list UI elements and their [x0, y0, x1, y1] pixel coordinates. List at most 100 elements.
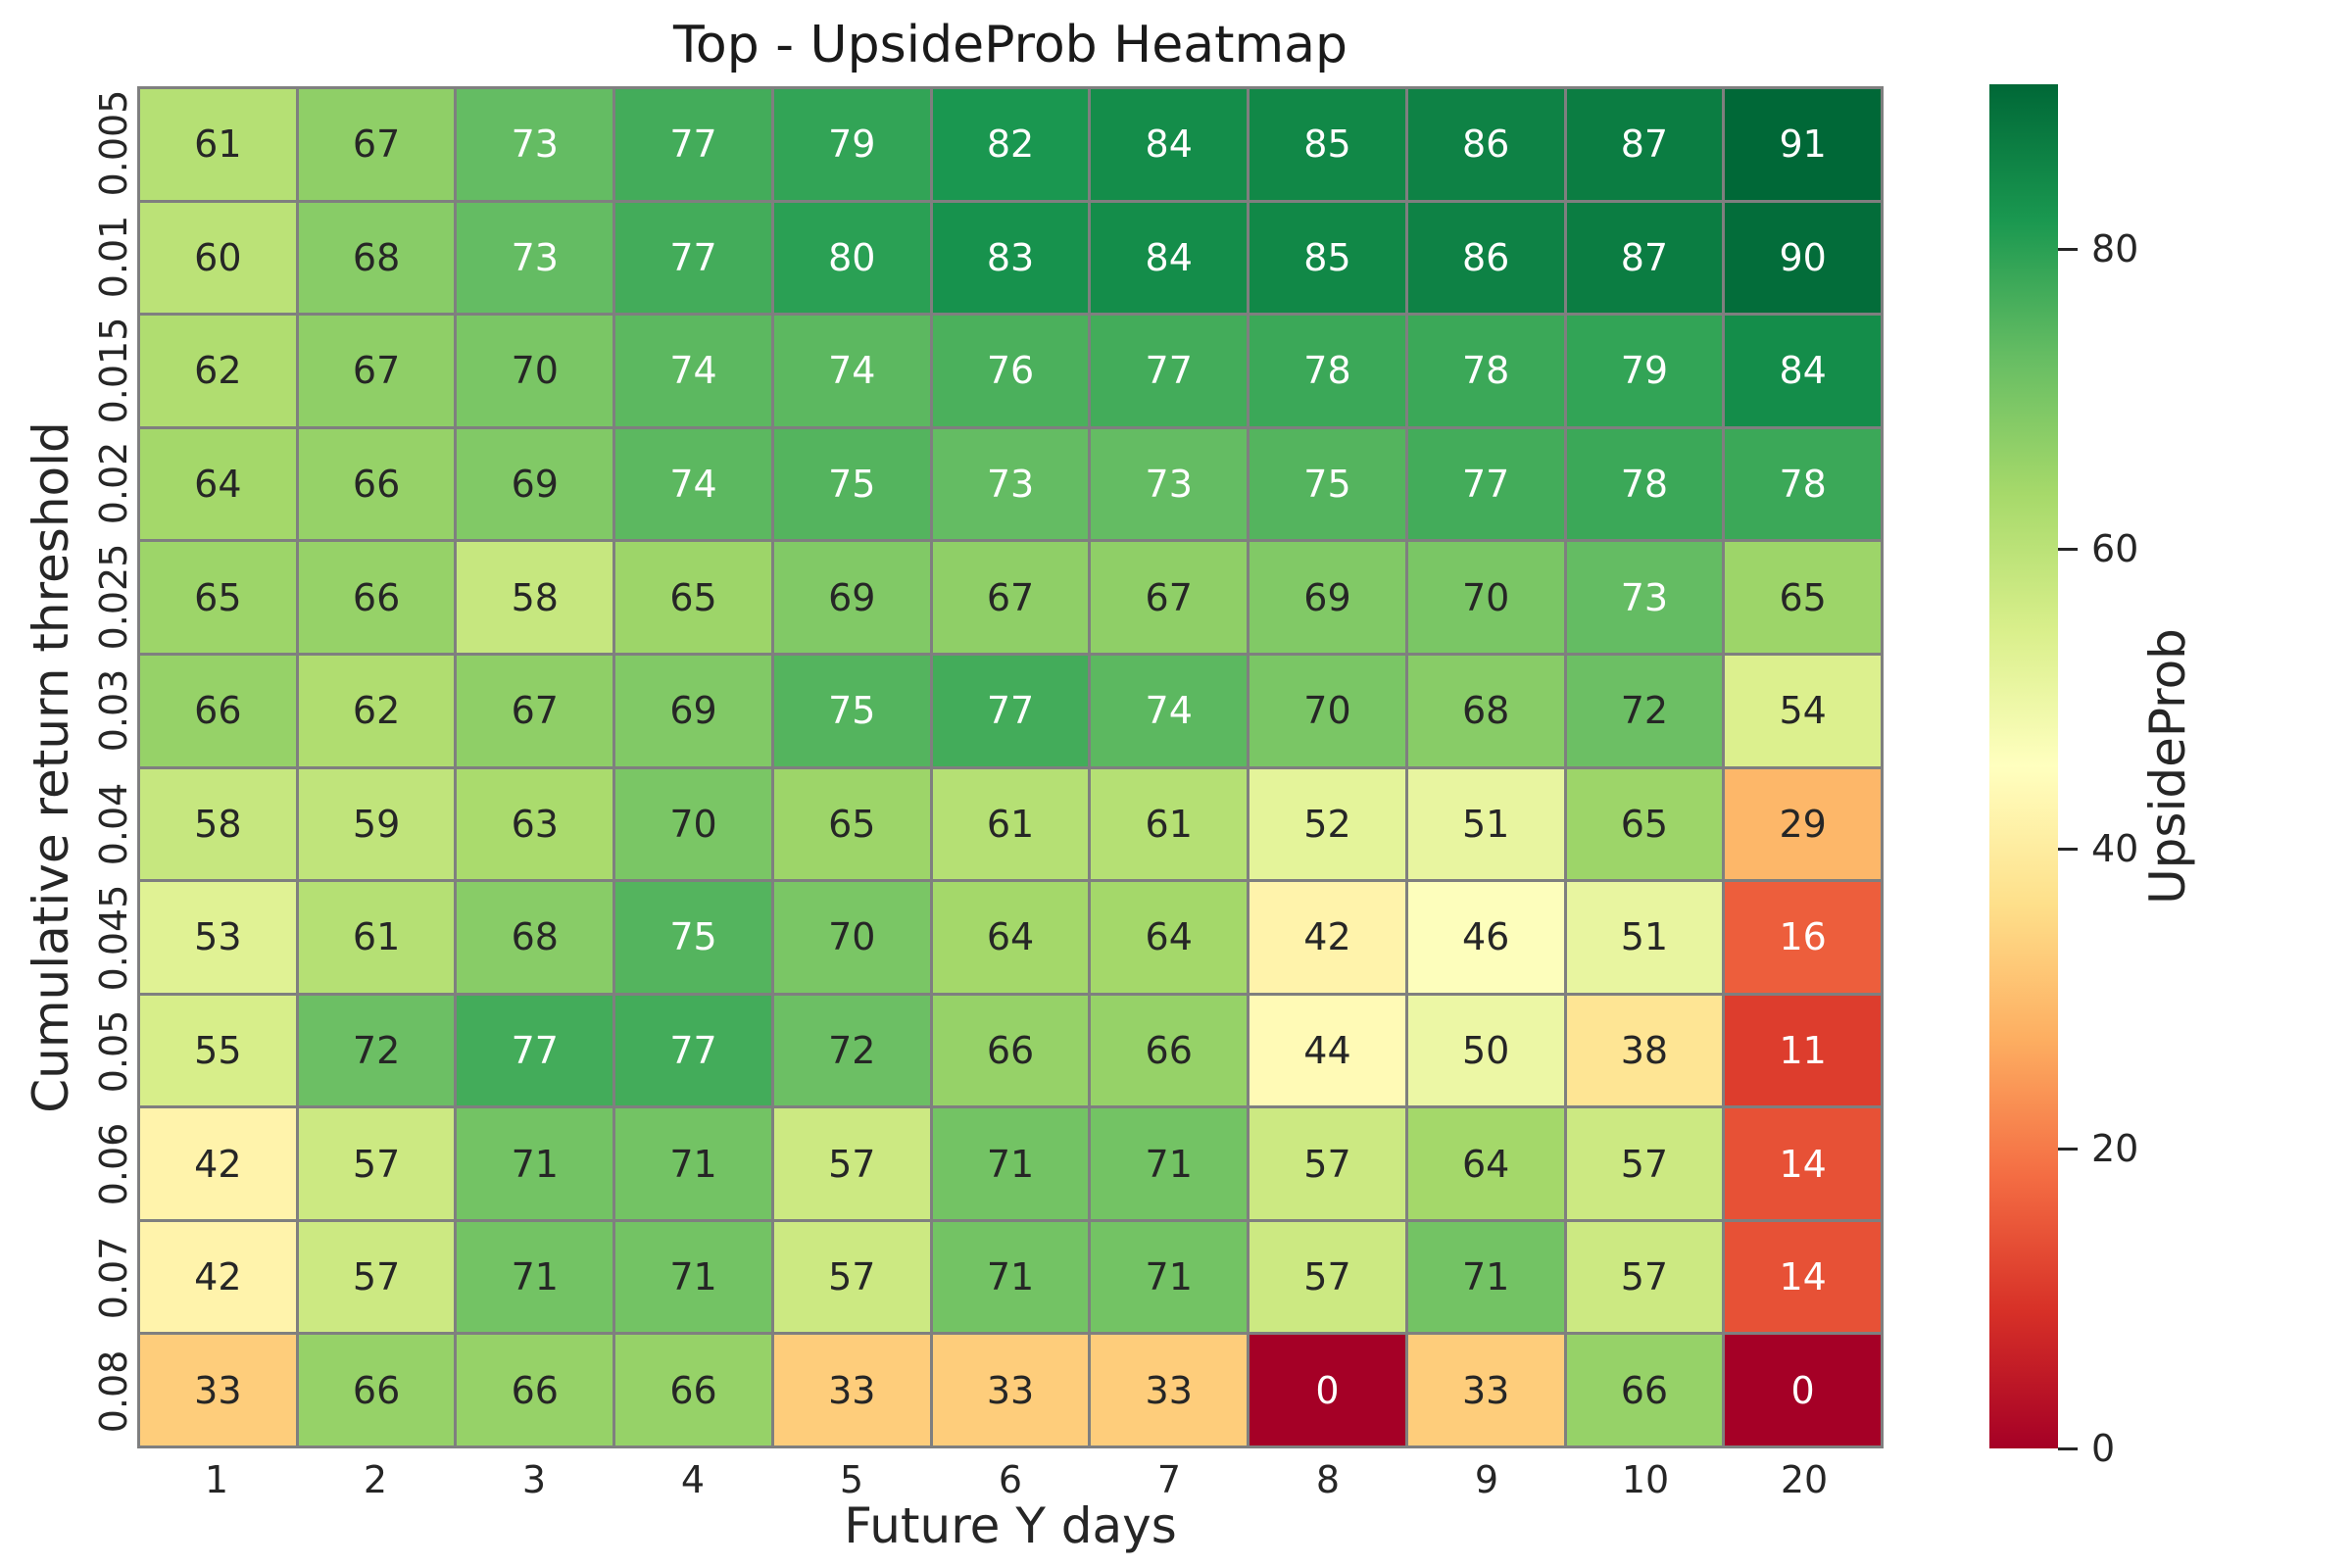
colorbar-tick-mark [2058, 247, 2078, 251]
heatmap-cell: 84 [1725, 316, 1881, 426]
y-tick-label: 0.04 [92, 782, 135, 866]
colorbar-tick-mark [2058, 1446, 2078, 1450]
heatmap-cell: 68 [457, 882, 613, 993]
heatmap-cell: 67 [932, 542, 1089, 653]
heatmap-cell: 50 [1407, 995, 1564, 1106]
heatmap-cell: 57 [773, 1108, 930, 1219]
heatmap-cell: 57 [298, 1221, 455, 1333]
heatmap-cell: 84 [1091, 202, 1248, 314]
heatmap-cell: 71 [615, 1221, 771, 1333]
y-tick-label: 0.02 [92, 442, 135, 525]
heatmap-cell: 54 [1725, 655, 1881, 766]
heatmap-cell: 75 [615, 882, 771, 993]
heatmap-cell: 69 [615, 655, 771, 766]
x-tick-label: 10 [1621, 1458, 1670, 1501]
heatmap-cell: 57 [1250, 1221, 1405, 1333]
heatmap-cell: 71 [1091, 1221, 1248, 1333]
x-tick-label: 6 [998, 1458, 1023, 1501]
heatmap-cell: 74 [615, 316, 771, 426]
heatmap-cell: 66 [457, 1335, 613, 1446]
heatmap-cell: 66 [298, 1335, 455, 1446]
heatmap-cell: 66 [1566, 1335, 1723, 1446]
heatmap-cell: 70 [1407, 542, 1564, 653]
heatmap-cell: 33 [932, 1335, 1089, 1446]
heatmap-cell: 14 [1725, 1221, 1881, 1333]
heatmap-cell: 46 [1407, 882, 1564, 993]
heatmap-cell: 70 [773, 882, 930, 993]
colorbar-tick-label: 60 [2091, 527, 2139, 571]
heatmap-cell: 52 [1250, 768, 1405, 880]
x-tick-label: 4 [680, 1458, 706, 1501]
heatmap-cell: 67 [457, 655, 613, 766]
heatmap-cell: 82 [932, 89, 1089, 200]
heatmap-cell: 86 [1407, 89, 1564, 200]
x-tick-label: 20 [1780, 1458, 1829, 1501]
heatmap-cell: 73 [1566, 542, 1723, 653]
heatmap-cell: 91 [1725, 89, 1881, 200]
y-tick-label: 0.07 [92, 1236, 135, 1320]
heatmap-cell: 73 [457, 202, 613, 314]
colorbar-tick-mark [2058, 847, 2078, 851]
heatmap-cell: 77 [615, 202, 771, 314]
heatmap-cell: 57 [773, 1221, 930, 1333]
heatmap-cell: 16 [1725, 882, 1881, 993]
y-tick-label: 0.015 [92, 317, 135, 423]
x-tick-label: 3 [521, 1458, 547, 1501]
heatmap-cell: 66 [1091, 995, 1248, 1106]
heatmap-cell: 63 [457, 768, 613, 880]
heatmap-cell: 69 [1250, 542, 1405, 653]
heatmap-cell: 66 [298, 428, 455, 540]
colorbar-tick-mark [2058, 547, 2078, 551]
heatmap-cell: 0 [1725, 1335, 1881, 1446]
heatmap-cell: 66 [298, 542, 455, 653]
heatmap-cell: 57 [1566, 1108, 1723, 1219]
heatmap-cell: 87 [1566, 89, 1723, 200]
heatmap-cell: 68 [1407, 655, 1564, 766]
heatmap-cell: 69 [773, 542, 930, 653]
heatmap-cell: 68 [298, 202, 455, 314]
x-axis-label: Future Y days [844, 1497, 1177, 1554]
heatmap-cell: 78 [1407, 316, 1564, 426]
heatmap-cell: 65 [615, 542, 771, 653]
heatmap-cell: 0 [1250, 1335, 1405, 1446]
heatmap-cell: 72 [1566, 655, 1723, 766]
heatmap-cell: 85 [1250, 89, 1405, 200]
heatmap-cell: 79 [773, 89, 930, 200]
heatmap-cell: 73 [1091, 428, 1248, 540]
heatmap-cell: 73 [457, 89, 613, 200]
heatmap-cell: 42 [140, 1221, 296, 1333]
heatmap-cell: 61 [932, 768, 1089, 880]
colorbar-tick-label: 80 [2091, 227, 2139, 271]
heatmap-cell: 65 [773, 768, 930, 880]
heatmap-cell: 71 [457, 1221, 613, 1333]
x-tick-label: 9 [1474, 1458, 1499, 1501]
x-tick-label: 8 [1315, 1458, 1341, 1501]
heatmap-cell: 66 [140, 655, 296, 766]
heatmap-cell: 80 [773, 202, 930, 314]
heatmap-cell: 75 [773, 428, 930, 540]
heatmap-cell: 33 [140, 1335, 296, 1446]
heatmap-cell: 71 [1091, 1108, 1248, 1219]
heatmap-cell: 67 [1091, 542, 1248, 653]
x-tick-label: 2 [363, 1458, 388, 1501]
heatmap-cell: 61 [298, 882, 455, 993]
heatmap-cell: 75 [1250, 428, 1405, 540]
x-tick-label: 5 [839, 1458, 864, 1501]
heatmap-cell: 73 [932, 428, 1089, 540]
heatmap-cell: 76 [932, 316, 1089, 426]
heatmap-cell: 57 [1250, 1108, 1405, 1219]
colorbar-label: UpsideProb [2139, 628, 2196, 905]
heatmap-cell: 33 [773, 1335, 930, 1446]
colorbar-tick-label: 0 [2091, 1427, 2116, 1470]
heatmap-cell: 71 [457, 1108, 613, 1219]
heatmap-cell: 67 [298, 89, 455, 200]
heatmap-cell: 61 [140, 89, 296, 200]
heatmap-cell: 64 [1407, 1108, 1564, 1219]
heatmap-cell: 77 [457, 995, 613, 1106]
heatmap-cell: 70 [615, 768, 771, 880]
heatmap-cell: 53 [140, 882, 296, 993]
heatmap-cell: 14 [1725, 1108, 1881, 1219]
heatmap-cell: 33 [1407, 1335, 1564, 1446]
heatmap-cell: 78 [1725, 428, 1881, 540]
